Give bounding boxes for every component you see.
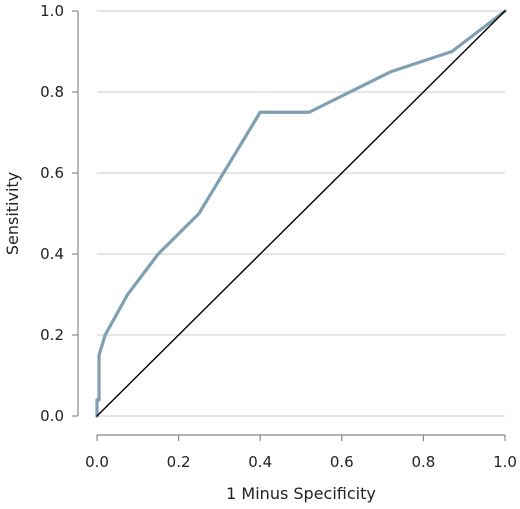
y-axis-title: Sensitivity [3, 172, 22, 255]
gridlines [97, 10, 505, 417]
roc-curve-line [95, 9, 507, 418]
x-tick-label-5: 1.0 [493, 453, 517, 471]
axes [72, 10, 506, 441]
reference-diagonal-line [96, 10, 506, 417]
x-tick-label-1: 0.2 [167, 453, 191, 471]
x-tick-label-4: 0.8 [411, 453, 435, 471]
series [95, 9, 507, 418]
y-tick-label-5: 1.0 [40, 2, 64, 20]
y-tick-label-2: 0.4 [40, 245, 64, 263]
y-tick-label-1: 0.2 [40, 326, 64, 344]
tick-labels: 0.0 0.2 0.4 0.6 0.8 1.0 0.0 0.2 0.4 0.6 0.8 1.0 [40, 2, 517, 471]
y-tick-label-3: 0.6 [40, 164, 64, 182]
x-axis-title: 1 Minus Specificity [226, 484, 376, 503]
y-tick-label-0: 0.0 [40, 407, 64, 425]
y-tick-label-4: 0.8 [40, 83, 64, 101]
x-tick-label-2: 0.4 [248, 453, 272, 471]
x-tick-label-3: 0.6 [330, 453, 354, 471]
x-tick-label-0: 0.0 [85, 453, 109, 471]
